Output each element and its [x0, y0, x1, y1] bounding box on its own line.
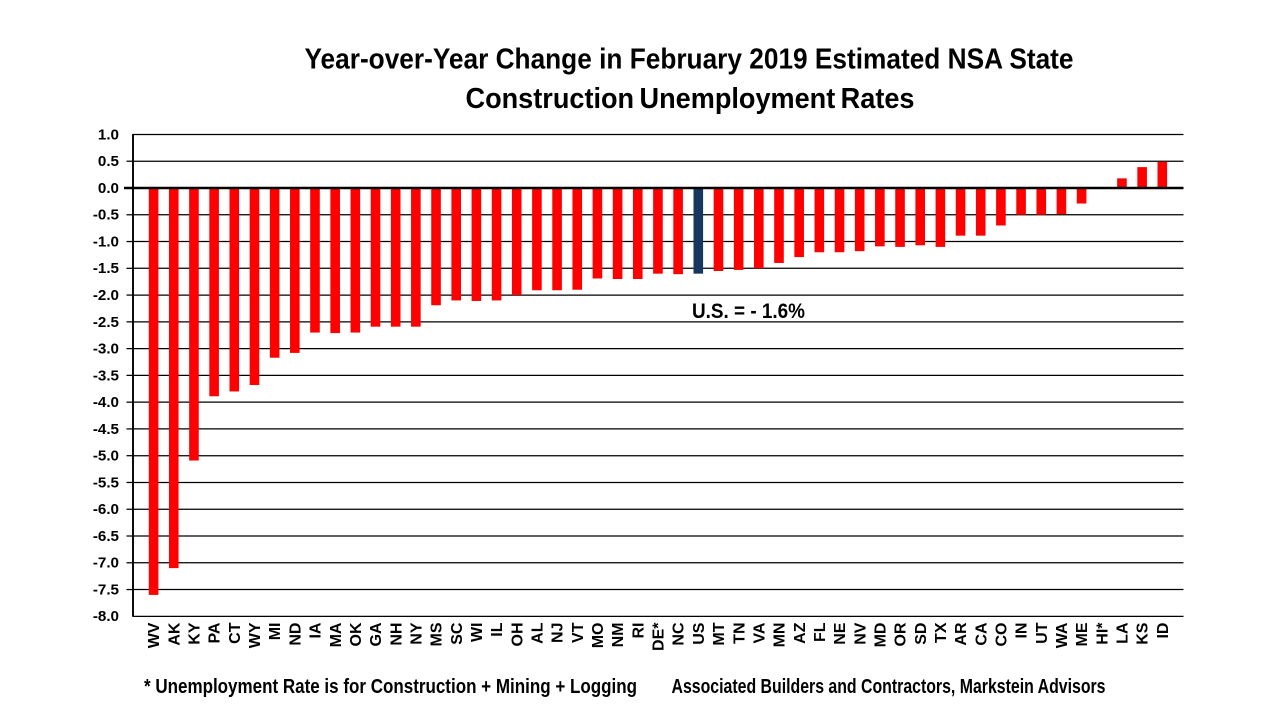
svg-text:Year-over-Year Change in Febru: Year-over-Year Change in February 2019 E…	[305, 44, 1074, 76]
svg-text:-3.5: -3.5	[93, 367, 120, 384]
svg-text:-8.0: -8.0	[93, 608, 119, 625]
svg-text:OK: OK	[348, 622, 365, 646]
svg-text:MI: MI	[267, 623, 284, 641]
svg-text:KY: KY	[187, 622, 204, 645]
svg-text:IA: IA	[308, 622, 325, 638]
svg-text:-1.5: -1.5	[93, 260, 120, 277]
svg-text:DE*: DE*	[651, 622, 668, 651]
svg-text:IN: IN	[1014, 623, 1031, 639]
svg-text:VT: VT	[570, 622, 587, 643]
svg-text:MT: MT	[711, 622, 728, 645]
svg-text:MS: MS	[429, 622, 446, 646]
svg-text:ME: ME	[1074, 622, 1091, 646]
svg-text:NC: NC	[671, 622, 688, 646]
svg-text:SC: SC	[449, 622, 466, 645]
svg-text:NY: NY	[408, 622, 425, 645]
svg-text:-0.5: -0.5	[93, 207, 120, 224]
svg-text:-2.5: -2.5	[93, 314, 120, 331]
svg-text:-6.0: -6.0	[93, 501, 119, 518]
svg-text:FL: FL	[812, 622, 829, 642]
svg-text:KS: KS	[1135, 622, 1152, 645]
svg-text:-3.0: -3.0	[93, 341, 119, 358]
svg-text:-5.0: -5.0	[93, 448, 119, 465]
svg-text:U.S. = - 1.6%: U.S. = - 1.6%	[692, 300, 805, 323]
svg-text:MO: MO	[590, 623, 607, 649]
svg-text:RI: RI	[630, 623, 647, 639]
svg-text:-7.0: -7.0	[93, 555, 119, 572]
svg-text:Construction Unemployment Rate: Construction Unemployment Rates	[466, 83, 915, 115]
svg-text:NH: NH	[388, 623, 405, 646]
svg-text:LA: LA	[1115, 622, 1132, 644]
svg-text:IL: IL	[489, 622, 506, 636]
svg-text:MA: MA	[328, 622, 345, 647]
svg-text:ND: ND	[287, 623, 304, 646]
svg-text:OR: OR	[893, 622, 910, 646]
svg-text:CO: CO	[994, 623, 1011, 647]
svg-text:VA: VA	[751, 622, 768, 643]
svg-text:MN: MN	[772, 623, 789, 648]
svg-text:-6.5: -6.5	[93, 528, 120, 545]
svg-text:AR: AR	[953, 622, 970, 646]
svg-text:Associated Builders and Contra: Associated Builders and Contractors, Mar…	[672, 676, 1106, 698]
svg-text:NM: NM	[610, 623, 627, 648]
svg-text:UT: UT	[1034, 622, 1051, 644]
svg-text:WV: WV	[146, 622, 163, 648]
svg-text:AL: AL	[530, 622, 547, 644]
svg-text:GA: GA	[368, 622, 385, 646]
svg-text:CA: CA	[973, 622, 990, 646]
svg-text:-1.0: -1.0	[93, 233, 119, 250]
svg-text:WA: WA	[1054, 622, 1071, 648]
svg-text:1.0: 1.0	[98, 126, 119, 143]
svg-text:TN: TN	[731, 623, 748, 644]
svg-text:WI: WI	[469, 623, 486, 643]
svg-text:CT: CT	[227, 622, 244, 644]
svg-text:OH: OH	[509, 623, 526, 647]
svg-text:0.5: 0.5	[98, 153, 120, 170]
svg-text:MD: MD	[872, 623, 889, 648]
svg-text:AK: AK	[166, 622, 183, 646]
svg-text:TX: TX	[933, 622, 950, 643]
svg-text:-2.0: -2.0	[93, 287, 119, 304]
svg-text:SD: SD	[913, 623, 930, 645]
svg-text:NV: NV	[852, 622, 869, 645]
svg-text:ID: ID	[1155, 623, 1172, 639]
svg-text:NJ: NJ	[550, 623, 567, 643]
svg-text:-4.5: -4.5	[93, 421, 120, 438]
svg-text:US: US	[691, 622, 708, 645]
svg-text:-5.5: -5.5	[93, 474, 120, 491]
svg-text:PA: PA	[207, 622, 224, 643]
svg-text:WY: WY	[247, 622, 264, 648]
svg-text:-4.0: -4.0	[93, 394, 119, 411]
svg-text:* Unemployment Rate is for Con: * Unemployment Rate is for Construction …	[144, 676, 637, 698]
svg-text:-7.5: -7.5	[93, 581, 120, 598]
svg-text:HI*: HI*	[1094, 622, 1111, 645]
svg-text:NE: NE	[832, 622, 849, 645]
svg-text:0.0: 0.0	[98, 180, 119, 197]
svg-text:AZ: AZ	[792, 622, 809, 644]
